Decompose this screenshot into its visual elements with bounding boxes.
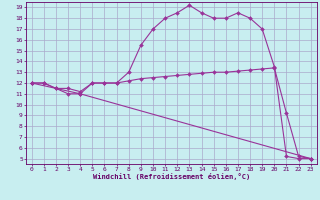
X-axis label: Windchill (Refroidissement éolien,°C): Windchill (Refroidissement éolien,°C) [92, 173, 250, 180]
